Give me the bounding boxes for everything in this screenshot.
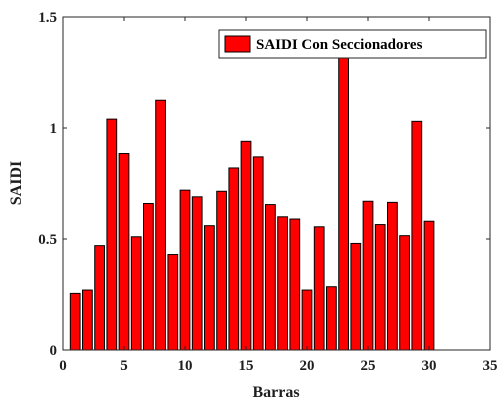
legend-box <box>218 29 487 59</box>
y-tick-label: 1 <box>50 121 58 137</box>
x-tick-label: 35 <box>483 358 498 374</box>
y-tick-label: 1.5 <box>38 10 57 26</box>
x-axis-title: Barras <box>252 384 299 400</box>
bar <box>191 196 203 351</box>
tick-labels-group: 0 5 10 15 20 25 30 35 0 0.5 1 1.5 <box>38 10 497 374</box>
bar <box>228 167 240 351</box>
bar <box>362 200 374 351</box>
bar <box>240 140 252 351</box>
bar <box>423 220 435 351</box>
bar <box>289 218 301 351</box>
bar <box>411 120 423 351</box>
bar <box>326 286 337 351</box>
bar <box>106 118 118 351</box>
x-tick-label: 30 <box>422 358 437 374</box>
bar <box>350 242 362 351</box>
bar <box>313 226 325 351</box>
legend-label: SAIDI Con Seccionadores <box>256 37 423 53</box>
x-tick-label: 10 <box>178 358 193 374</box>
bar <box>204 225 215 351</box>
ticks-group <box>62 16 491 351</box>
legend: SAIDI Con Seccionadores <box>218 29 487 59</box>
x-tick-label: 15 <box>239 358 254 374</box>
y-tick-label: 0 <box>50 343 58 359</box>
bar <box>252 156 264 351</box>
bar <box>143 202 154 351</box>
bar <box>301 289 313 351</box>
bar <box>167 254 179 351</box>
legend-swatch <box>224 35 251 53</box>
bar <box>82 289 93 351</box>
y-tick-label: 0.5 <box>38 232 57 248</box>
y-axis-title: SAIDI <box>8 161 25 205</box>
bar <box>94 245 105 351</box>
bar <box>277 216 288 351</box>
bar <box>338 54 349 351</box>
x-tick-label: 5 <box>120 358 128 374</box>
bar <box>179 189 191 351</box>
bar <box>155 99 166 351</box>
bar <box>130 236 142 351</box>
bar <box>265 204 276 351</box>
bar <box>69 292 81 351</box>
x-tick-label: 25 <box>361 358 376 374</box>
bar <box>118 153 130 351</box>
bar <box>374 224 386 351</box>
bar <box>387 201 398 351</box>
x-tick-label: 0 <box>59 358 67 374</box>
bar <box>399 235 410 351</box>
x-tick-label: 20 <box>300 358 315 374</box>
bar <box>216 190 227 351</box>
